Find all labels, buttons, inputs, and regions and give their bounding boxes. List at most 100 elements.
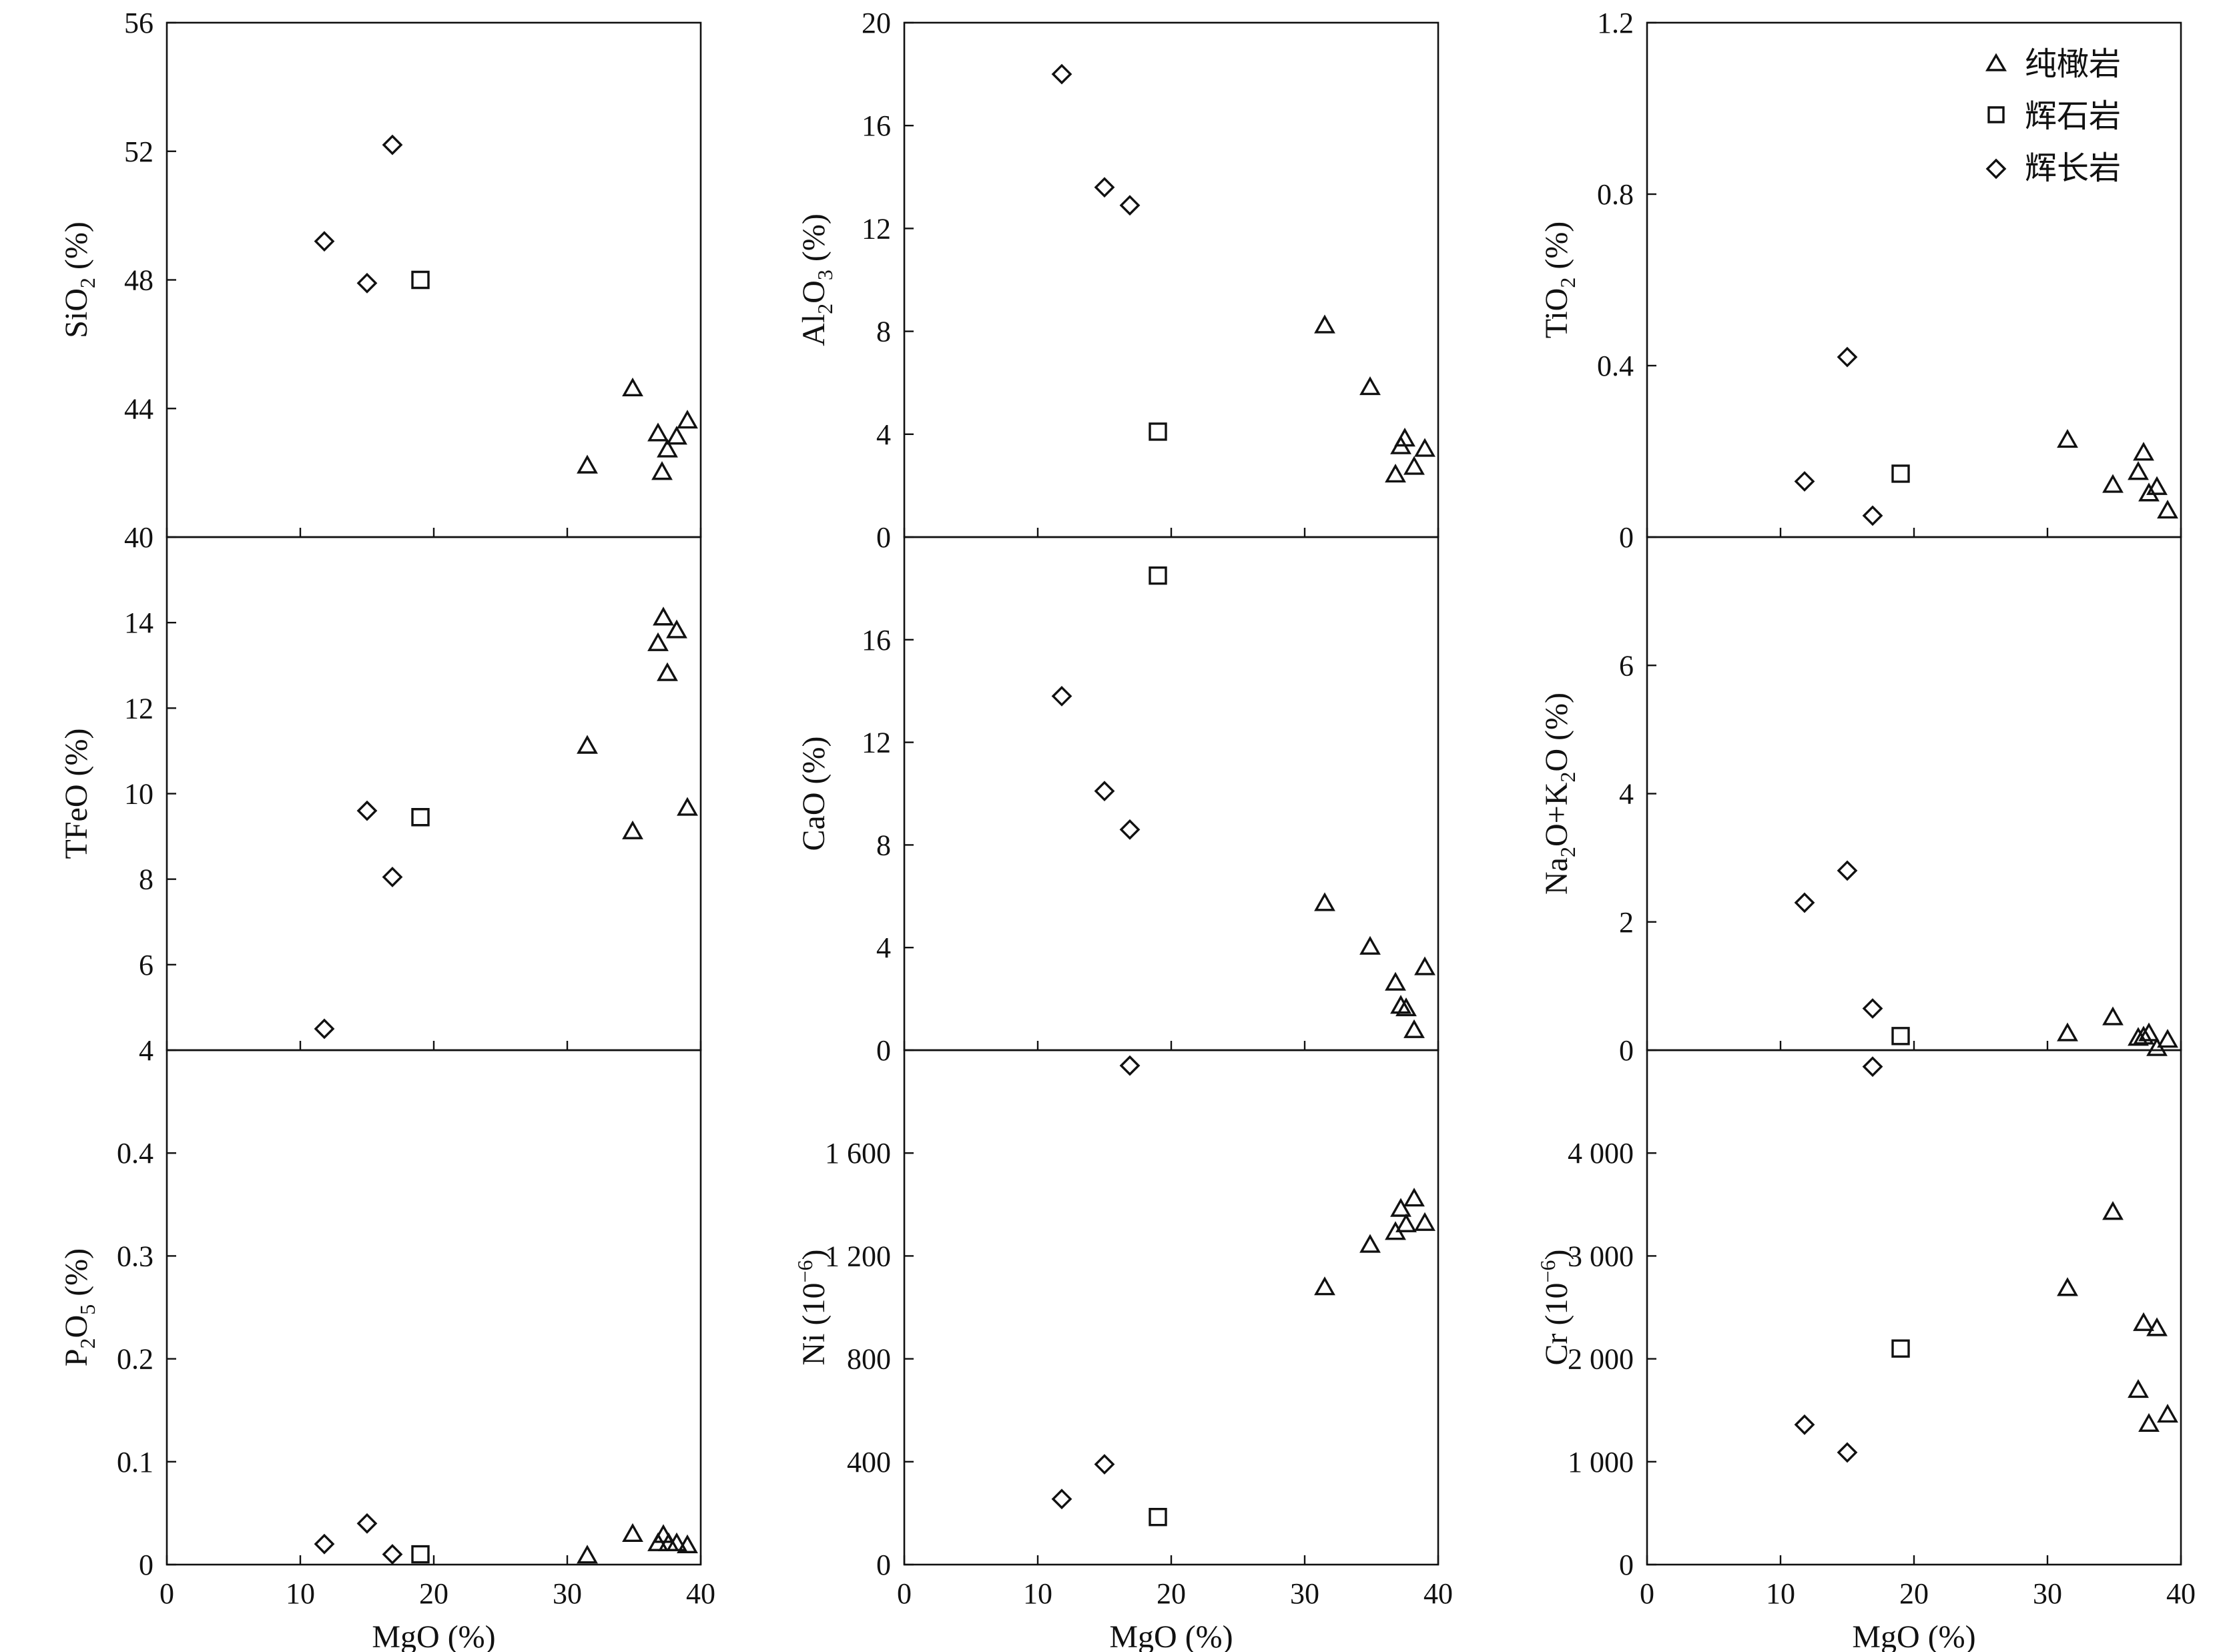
panel-ni: 0 400 800 1 200 1 600 0 10 20 30 40 MgO (%) Ni (10−… (793, 1049, 1453, 1652)
data-point-triangle (2157, 1029, 2178, 1048)
y-axis-label-tail: O (%) (1539, 693, 1574, 772)
y-tick-label: 4 (139, 1034, 153, 1067)
data-point-triangle (2138, 1022, 2160, 1042)
y-tick-label: 0.1 (117, 1446, 153, 1479)
y-tick-label: 0 (1619, 1034, 1634, 1067)
data-point-triangle (2128, 461, 2149, 480)
data-point-diamond (382, 867, 403, 887)
data-point-triangle (1314, 892, 1335, 911)
data-point-diamond (314, 1533, 335, 1555)
y-axis-label: TiO2 (%) (1539, 222, 1580, 339)
data-point-triangle (2157, 1403, 2178, 1423)
y-axis-label-main: P (59, 1348, 94, 1366)
legend-entry-dunite: 纯橄岩 (1985, 47, 2121, 82)
data-point-triangle (577, 735, 598, 754)
data-point-square (1149, 566, 1167, 585)
y-tick-label: 2 000 (1568, 1343, 1634, 1376)
data-point-triangle (1414, 438, 1436, 457)
data-point-diamond (1094, 781, 1115, 802)
y-axis-label-subscript: 2 (813, 304, 837, 314)
y-axis-label-main: TFeO (%) (59, 729, 94, 859)
y-tick-label: 1 600 (825, 1137, 891, 1170)
y-axis-label-tail: O+K (1539, 782, 1574, 847)
y-tick-label: 14 (124, 606, 153, 639)
data-point-triangle (1359, 376, 1381, 396)
y-axis-label-subscript: 2 (1556, 772, 1580, 783)
plot-frame (903, 21, 1440, 538)
data-point-triangle (2128, 1378, 2149, 1398)
legend-triangle-marker (1985, 53, 2007, 71)
data-point-diamond (382, 1544, 403, 1565)
x-axis-label: MgO (%) (1109, 1619, 1233, 1652)
y-tick-label: 1 200 (825, 1240, 891, 1272)
data-point-triangle (1403, 1188, 1425, 1207)
y-axis-label-tail: O (796, 280, 832, 304)
data-point-diamond (1837, 860, 1858, 881)
y-tick-label: 4 (1619, 778, 1634, 811)
data-point-diamond (314, 1018, 335, 1040)
y-axis-label-subscript: 3 (813, 270, 837, 280)
x-tick-label: 40 (1423, 1577, 1453, 1610)
y-tick-label: 12 (862, 727, 891, 759)
data-point-triangle (2133, 1312, 2154, 1331)
y-axis-label-tail: (%) (1539, 222, 1574, 278)
y-axis-label: SiO2 (%) (59, 222, 99, 338)
y-axis-label: Na2O+K2O (%) (1539, 693, 1580, 895)
y-axis-label-main: Cr (10 (1539, 1283, 1574, 1366)
y-tick-label: 8 (876, 316, 891, 348)
data-point-diamond (356, 272, 378, 294)
data-point-diamond (1862, 1056, 1883, 1078)
plot-frame (166, 536, 702, 1052)
data-point-triangle (677, 1534, 698, 1553)
data-point-triangle (622, 820, 643, 839)
data-point-triangle (1414, 956, 1436, 975)
data-point-triangle (2057, 428, 2078, 448)
x-tick-label: 0 (897, 1577, 912, 1610)
y-tick-label: 0 (876, 1034, 891, 1067)
data-point-triangle (666, 1532, 687, 1551)
y-axis-label-subscript: 5 (75, 1304, 99, 1315)
data-point-triangle (666, 619, 687, 639)
y-axis-label-main: CaO (%) (796, 737, 832, 851)
y-tick-label: 12 (124, 692, 153, 725)
y-tick-label: 0 (876, 1549, 891, 1581)
y-axis-label-main: Al (796, 314, 832, 346)
data-point-triangle (1385, 464, 1406, 483)
y-tick-label: 8 (139, 863, 153, 896)
y-tick-label: 0.4 (1597, 350, 1634, 382)
y-axis-label-tail: ) (796, 1249, 832, 1260)
y-axis-label-subscript: 2 (1556, 278, 1580, 288)
x-tick-label: 10 (1023, 1577, 1052, 1610)
data-point-triangle (653, 1524, 674, 1543)
data-point-triangle (2057, 1277, 2078, 1296)
data-point-diamond (1094, 1454, 1115, 1475)
data-point-triangle (653, 606, 674, 626)
data-point-square (1891, 1339, 1910, 1358)
y-tick-label: 800 (847, 1343, 891, 1376)
data-point-triangle (647, 422, 669, 442)
data-point-triangle (1394, 428, 1415, 447)
data-point-diamond (1794, 1414, 1815, 1435)
data-point-square (1149, 422, 1167, 441)
y-tick-label: 4 (876, 931, 891, 964)
y-tick-label: 3 000 (1568, 1240, 1634, 1272)
y-tick-label: 0.8 (1597, 178, 1634, 211)
y-axis-label: CaO (%) (796, 737, 832, 851)
y-tick-label: 4 000 (1568, 1137, 1634, 1170)
y-axis-label-main: Ni (10 (796, 1283, 832, 1366)
plot-frame (166, 1049, 702, 1566)
data-point-triangle (1414, 1212, 1436, 1231)
data-point-square (1891, 1027, 1910, 1046)
y-tick-label: 16 (862, 624, 891, 657)
data-point-diamond (1051, 1489, 1072, 1510)
data-point-triangle (677, 410, 698, 429)
data-point-triangle (666, 426, 687, 445)
y-tick-label: 0.2 (117, 1343, 153, 1376)
y-tick-label: 1.2 (1597, 7, 1634, 39)
data-point-diamond (1837, 1442, 1858, 1463)
legend-label-gabbro: 辉长岩 (2025, 151, 2121, 186)
data-point-triangle (2102, 1006, 2124, 1025)
panel-sio2: 40 44 48 52 56 SiO2 (%) (59, 7, 702, 554)
x-tick-label: 30 (1290, 1577, 1319, 1610)
data-point-triangle (1359, 1234, 1381, 1253)
